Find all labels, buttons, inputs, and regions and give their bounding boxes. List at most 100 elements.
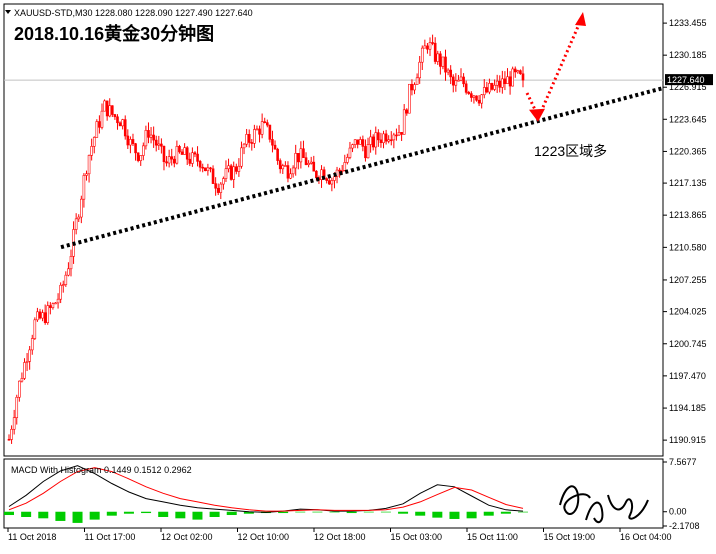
candle-body — [439, 53, 442, 67]
candle-body — [320, 169, 323, 180]
candle-body — [356, 139, 359, 145]
y-tick-label: 1213.865 — [669, 210, 707, 220]
candle-body — [165, 161, 168, 164]
candle-body — [36, 311, 39, 321]
candle-body — [493, 84, 496, 90]
candle-body — [38, 311, 42, 319]
candle-body — [395, 134, 398, 137]
signal-line — [8, 467, 524, 512]
y-tick-label: 1210.580 — [669, 242, 707, 252]
candle-body — [449, 69, 452, 78]
candle-body — [400, 132, 403, 135]
candle-body — [462, 76, 465, 85]
candle-body — [247, 134, 251, 143]
candle-body — [309, 161, 313, 164]
x-tick-label: 11 Oct 17:00 — [85, 532, 136, 542]
candle-body — [387, 139, 390, 142]
histogram-bar — [466, 511, 477, 519]
candle-body — [519, 70, 522, 75]
candle-body — [178, 146, 181, 153]
candle-body — [366, 144, 370, 159]
candle-body — [454, 80, 458, 86]
candle-body — [219, 183, 223, 193]
candle-body — [92, 137, 96, 147]
macd-tick-label: -2.1708 — [669, 521, 700, 531]
candle-body — [513, 68, 517, 73]
candle-body — [173, 158, 176, 164]
x-tick-label: 12 Oct 02:00 — [161, 532, 213, 542]
y-tick-label: 1204.025 — [669, 307, 707, 317]
y-tick-label: 1200.745 — [669, 339, 707, 349]
candle-body — [211, 168, 215, 184]
candle-body — [291, 167, 295, 175]
candle-body — [139, 155, 143, 161]
candle-body — [330, 180, 334, 185]
candle-body — [126, 135, 130, 146]
candle-body — [242, 143, 246, 149]
candle-body — [511, 68, 514, 87]
histogram-bar — [483, 511, 494, 516]
candle-body — [379, 139, 383, 144]
candle-body — [312, 161, 316, 172]
candle-body — [105, 100, 109, 117]
candle-body — [501, 78, 504, 88]
arrow-up-icon — [539, 21, 582, 113]
candle-body — [325, 178, 328, 181]
x-tick-label: 15 Oct 03:00 — [391, 532, 443, 542]
candle-body — [108, 105, 112, 117]
candle-body — [167, 156, 171, 164]
histogram-bar — [346, 511, 357, 514]
candle-body — [170, 156, 174, 160]
candle-body — [191, 152, 194, 164]
candle-body — [77, 216, 81, 220]
y-tick-label: 1226.915 — [669, 82, 707, 92]
candle-body — [294, 153, 298, 169]
y-tick-label: 1190.915 — [669, 435, 706, 445]
x-axis: 11 Oct 2018 11 Oct 17:00 12 Oct 02:00 12 Oc… — [7, 528, 672, 542]
candle-body — [46, 305, 50, 323]
candle-body — [364, 146, 367, 159]
candle-body — [377, 132, 380, 141]
candle-body — [405, 109, 409, 114]
candle-body — [214, 183, 217, 189]
candle-body — [74, 218, 78, 230]
forecast-arrows — [525, 12, 586, 122]
symbol-menu-icon[interactable] — [5, 10, 11, 14]
x-tick-label: 15 Oct 11:00 — [467, 532, 518, 542]
macd-group: 7.5677 0.00 -2.1708 — [4, 457, 700, 531]
candle-body — [222, 178, 225, 185]
candle-body — [418, 61, 421, 79]
candle-body — [123, 119, 127, 137]
y-tick-label: 1230.185 — [669, 50, 707, 60]
candle-body — [410, 83, 414, 91]
candle-body — [188, 158, 192, 164]
arrowhead-down-icon — [529, 108, 545, 122]
candle-body — [25, 361, 29, 363]
candle-body — [136, 152, 140, 161]
y-tick-label: 1217.135 — [669, 178, 707, 188]
histogram-bar — [226, 511, 237, 516]
candle-body — [255, 128, 259, 131]
candle-body — [95, 121, 99, 138]
candle-body — [382, 133, 385, 144]
candle-body — [149, 134, 153, 138]
candle-body — [116, 116, 119, 124]
candle-body — [113, 114, 117, 118]
candle-body — [503, 78, 507, 84]
candle-body — [23, 362, 26, 379]
candle-body — [273, 144, 277, 150]
candle-body — [33, 319, 37, 339]
candle-body — [315, 170, 318, 179]
candle-body — [147, 130, 150, 138]
histogram-bar — [312, 511, 323, 513]
candle-body — [426, 45, 429, 50]
trendline — [60, 86, 663, 250]
histogram-bar — [38, 511, 49, 519]
candle-body — [459, 76, 463, 81]
histogram-bar — [449, 511, 460, 519]
candle-body — [204, 167, 207, 172]
candle-body — [15, 396, 19, 418]
candle-body — [43, 312, 47, 323]
candle-body — [10, 428, 13, 440]
